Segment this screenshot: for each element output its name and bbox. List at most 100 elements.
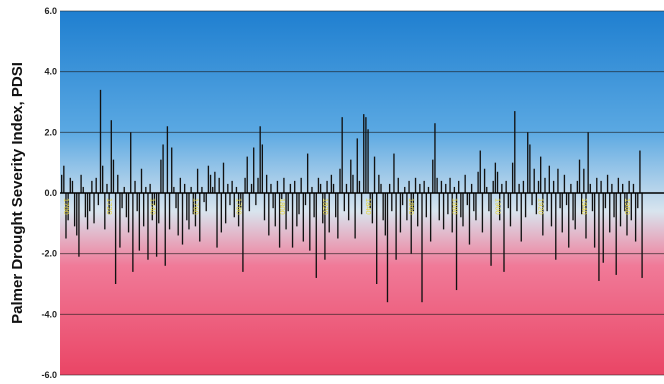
bar	[222, 162, 225, 193]
bar	[274, 193, 276, 227]
bar	[246, 156, 248, 193]
bar	[132, 193, 134, 272]
bar	[488, 193, 490, 212]
y-tick-label: -4.0	[41, 309, 57, 319]
bar	[622, 183, 624, 193]
bar	[199, 193, 201, 242]
bar	[173, 186, 175, 193]
bar	[550, 193, 553, 227]
bar	[447, 193, 449, 215]
bar	[97, 193, 100, 206]
bar	[296, 193, 298, 227]
bar	[291, 193, 294, 248]
bar	[408, 180, 410, 193]
bar	[358, 180, 361, 193]
bar	[468, 193, 471, 245]
bar	[555, 193, 557, 260]
bar	[272, 193, 274, 209]
bar	[278, 193, 281, 248]
bar	[324, 193, 326, 260]
bar	[600, 180, 602, 193]
bar	[453, 186, 456, 193]
x-year-label: 1960	[623, 198, 632, 215]
bar	[82, 186, 84, 193]
bar	[529, 144, 531, 193]
bar	[477, 171, 479, 193]
bar	[298, 193, 300, 215]
bar	[440, 180, 443, 193]
bar	[112, 159, 115, 193]
bar	[233, 193, 235, 218]
bar	[322, 193, 324, 224]
bar	[481, 193, 484, 233]
bar	[356, 138, 358, 193]
bar	[585, 193, 587, 239]
bar	[300, 177, 302, 193]
bar	[537, 180, 540, 193]
bar	[149, 183, 151, 193]
bar	[145, 186, 147, 193]
bar	[397, 177, 399, 193]
bar	[248, 193, 251, 212]
bar	[518, 183, 520, 193]
bar	[332, 183, 335, 193]
bar	[617, 177, 620, 193]
bar	[339, 168, 341, 193]
x-year-label: 1940	[580, 198, 589, 215]
bar	[470, 183, 473, 193]
bar	[294, 180, 296, 193]
bar	[160, 159, 162, 193]
bar	[61, 174, 63, 193]
bar	[442, 193, 445, 230]
bar	[619, 193, 622, 227]
bar	[283, 177, 285, 193]
bar	[378, 174, 380, 193]
bar	[91, 180, 93, 193]
bar	[591, 193, 594, 212]
bar	[462, 193, 464, 227]
bar	[557, 168, 559, 193]
bar	[434, 123, 436, 193]
bar	[212, 186, 214, 193]
bar	[261, 144, 264, 193]
bar	[384, 193, 386, 236]
bar	[503, 193, 505, 272]
bar	[611, 183, 613, 193]
bar	[563, 174, 566, 193]
bar	[335, 193, 337, 218]
bar	[158, 193, 160, 224]
bar	[134, 180, 136, 193]
bar	[598, 193, 600, 281]
bar	[121, 193, 123, 209]
bar	[207, 165, 210, 193]
bar	[69, 177, 71, 193]
bar	[285, 193, 287, 230]
bar	[201, 186, 203, 193]
bar	[593, 193, 596, 248]
bar	[399, 193, 402, 233]
bar	[596, 177, 598, 193]
x-year-label: 1740	[148, 198, 157, 215]
bar	[630, 193, 632, 221]
bar	[466, 193, 468, 206]
bar	[242, 193, 244, 272]
bar	[501, 183, 503, 193]
bar	[458, 180, 460, 193]
bar	[313, 193, 315, 218]
bar	[73, 193, 76, 227]
y-tick-label: -6.0	[41, 370, 57, 379]
bar	[561, 193, 563, 233]
bar	[330, 174, 333, 193]
bar	[99, 89, 102, 193]
bar	[93, 193, 95, 224]
bar	[609, 193, 611, 233]
bar	[524, 193, 527, 218]
bar	[391, 193, 393, 212]
bar	[76, 193, 78, 236]
bar	[175, 193, 177, 209]
bar	[479, 150, 481, 193]
bar	[613, 193, 615, 218]
bar	[350, 159, 352, 193]
bar	[363, 114, 365, 193]
bar	[589, 183, 591, 193]
